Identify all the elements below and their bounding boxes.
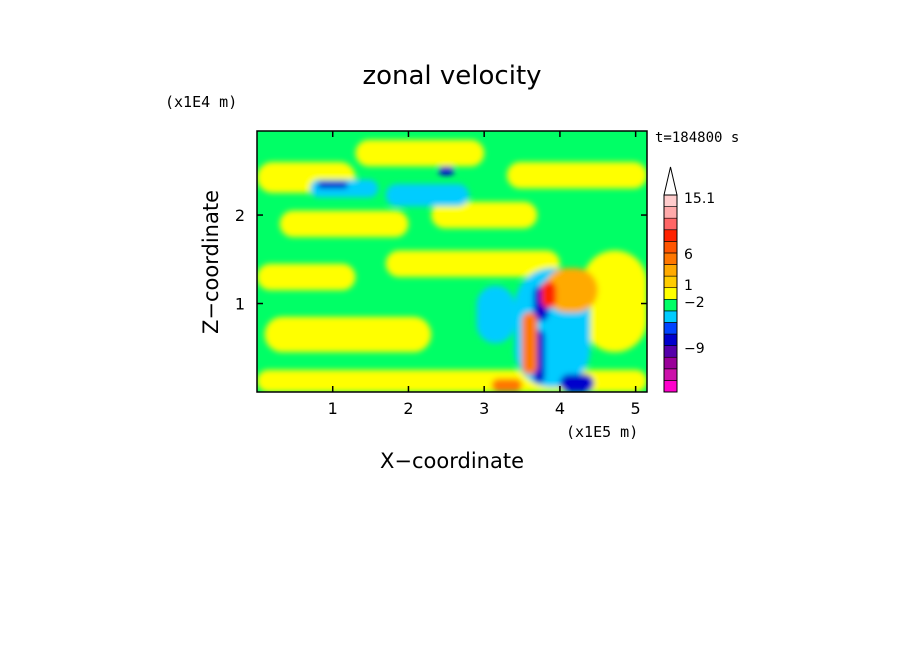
y-axis-label: Z−coordinate: [199, 190, 223, 334]
colorbar-band: [663, 310, 678, 323]
colorbar-band: [663, 252, 678, 265]
x-axis-ticks: 1 2 3 4 5: [328, 131, 641, 418]
colorbar-band: [663, 322, 678, 335]
contour-region-20: [491, 378, 523, 392]
contour-region-18: [559, 374, 594, 392]
colorbar-band: [663, 298, 678, 312]
x-tick-label: 5: [631, 399, 641, 418]
colorbar-overflow-arrow: [663, 166, 678, 196]
contour-region-14: [317, 181, 348, 189]
y-multiplier-label: (x1E4 m): [165, 93, 237, 111]
x-tick-label: 2: [403, 399, 413, 418]
x-multiplier-label: (x1E5 m): [566, 423, 638, 441]
colorbar-band: [663, 368, 678, 381]
contour-region-3: [385, 250, 560, 277]
colorbar-band: [663, 287, 678, 300]
contour-region-22: [522, 312, 538, 375]
contour-region-4: [279, 210, 409, 238]
contour-region-15: [438, 166, 454, 176]
colorbar-label: 15.1: [684, 191, 715, 207]
y-axis-ticks: 12: [235, 206, 647, 314]
contour-region-21: [540, 281, 557, 308]
colorbar-label: 1: [684, 278, 693, 294]
contour-region-19: [544, 268, 598, 313]
colorbar-label: −2: [684, 295, 705, 311]
contour-region-5: [431, 201, 538, 229]
colorbar-band: [663, 206, 678, 219]
colorbar-band: [663, 264, 678, 277]
plot-frame: [256, 130, 648, 393]
colorbar-band: [663, 229, 678, 242]
colorbar-label: 6: [684, 247, 693, 263]
colorbar-band: [663, 217, 678, 231]
colorbar-band: [663, 356, 678, 370]
contour-region-1: [264, 316, 432, 353]
colorbar-label: −9: [684, 341, 705, 357]
contour-region-7: [355, 139, 485, 167]
colorbar-band: [663, 241, 678, 254]
contour-region-8: [506, 161, 647, 189]
colorbar-frame: [663, 194, 678, 393]
y-tick-label: 2: [235, 206, 245, 225]
colorbar-band: [663, 380, 678, 393]
y-tick-label: 1: [235, 295, 245, 314]
contour-field: [257, 131, 647, 392]
contour-region-11: [385, 184, 470, 207]
contour-region-10: [476, 285, 515, 344]
time-label: t=184800 s: [655, 130, 739, 146]
x-tick-label: 3: [479, 399, 489, 418]
colorbar-band: [663, 194, 678, 207]
chart-title: zonal velocity: [362, 61, 541, 91]
x-tick-label: 4: [555, 399, 565, 418]
contour-region-2: [257, 263, 356, 291]
colorbar-band: [663, 345, 678, 358]
colorbar-band: [663, 275, 678, 289]
colorbar-band: [663, 333, 678, 346]
x-tick-label: 1: [328, 399, 338, 418]
x-axis-label: X−coordinate: [380, 449, 524, 473]
contour-region-9: [582, 250, 647, 353]
colorbar: 15.1 6 1−2 −9: [663, 166, 715, 393]
